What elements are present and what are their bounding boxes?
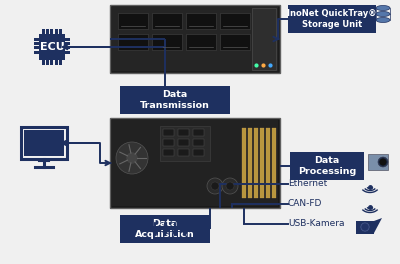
FancyBboxPatch shape (120, 86, 230, 114)
Circle shape (362, 224, 368, 230)
FancyBboxPatch shape (65, 46, 70, 49)
FancyBboxPatch shape (118, 34, 148, 50)
FancyBboxPatch shape (272, 128, 276, 198)
FancyBboxPatch shape (252, 8, 276, 70)
Polygon shape (374, 218, 382, 233)
Text: InoNet QuickTray®
Storage Unit: InoNet QuickTray® Storage Unit (287, 9, 377, 29)
FancyBboxPatch shape (34, 51, 39, 54)
FancyBboxPatch shape (160, 126, 210, 161)
FancyBboxPatch shape (260, 128, 264, 198)
Circle shape (207, 178, 223, 194)
FancyBboxPatch shape (178, 139, 189, 146)
FancyBboxPatch shape (46, 60, 49, 65)
FancyBboxPatch shape (65, 38, 70, 41)
FancyBboxPatch shape (46, 29, 49, 34)
FancyBboxPatch shape (266, 128, 270, 198)
FancyBboxPatch shape (34, 42, 39, 45)
Circle shape (360, 222, 370, 232)
FancyBboxPatch shape (288, 5, 376, 33)
Circle shape (226, 182, 234, 190)
FancyBboxPatch shape (248, 128, 252, 198)
FancyBboxPatch shape (34, 46, 39, 49)
FancyBboxPatch shape (110, 118, 280, 208)
FancyBboxPatch shape (120, 215, 210, 243)
FancyBboxPatch shape (193, 149, 204, 156)
Text: Data
Processing: Data Processing (298, 156, 356, 176)
FancyBboxPatch shape (254, 128, 258, 198)
FancyBboxPatch shape (42, 60, 45, 65)
FancyBboxPatch shape (178, 129, 189, 136)
FancyBboxPatch shape (242, 128, 246, 198)
FancyBboxPatch shape (118, 13, 148, 29)
FancyBboxPatch shape (356, 221, 374, 234)
FancyBboxPatch shape (34, 38, 39, 41)
Text: Data
Acquisition: Data Acquisition (135, 219, 195, 239)
FancyBboxPatch shape (112, 7, 278, 71)
FancyBboxPatch shape (163, 149, 174, 156)
FancyBboxPatch shape (112, 120, 278, 206)
Circle shape (378, 157, 388, 167)
Circle shape (222, 178, 238, 194)
FancyBboxPatch shape (290, 152, 364, 180)
Ellipse shape (376, 12, 390, 16)
FancyBboxPatch shape (152, 34, 182, 50)
FancyBboxPatch shape (50, 29, 54, 34)
FancyBboxPatch shape (152, 13, 182, 29)
FancyBboxPatch shape (65, 42, 70, 45)
Ellipse shape (376, 6, 390, 11)
FancyBboxPatch shape (220, 13, 250, 29)
FancyBboxPatch shape (54, 29, 58, 34)
FancyBboxPatch shape (368, 154, 388, 170)
Text: USB-Kamera: USB-Kamera (288, 219, 344, 229)
Circle shape (211, 182, 219, 190)
FancyBboxPatch shape (24, 130, 64, 156)
FancyBboxPatch shape (39, 34, 65, 60)
FancyBboxPatch shape (186, 34, 216, 50)
FancyBboxPatch shape (110, 5, 280, 73)
Circle shape (116, 142, 148, 174)
FancyBboxPatch shape (193, 139, 204, 146)
FancyBboxPatch shape (178, 149, 189, 156)
FancyBboxPatch shape (220, 34, 250, 50)
FancyBboxPatch shape (54, 60, 58, 65)
Text: Ethernet: Ethernet (288, 180, 327, 188)
FancyBboxPatch shape (163, 139, 174, 146)
FancyBboxPatch shape (163, 129, 174, 136)
FancyBboxPatch shape (42, 29, 45, 34)
Ellipse shape (376, 17, 390, 22)
Text: ECU: ECU (40, 42, 64, 52)
FancyBboxPatch shape (65, 51, 70, 54)
Circle shape (380, 159, 386, 165)
Text: CAN-FD: CAN-FD (288, 200, 322, 209)
Circle shape (127, 153, 137, 163)
FancyBboxPatch shape (193, 129, 204, 136)
Text: Data
Transmission: Data Transmission (140, 90, 210, 110)
FancyBboxPatch shape (59, 60, 62, 65)
FancyBboxPatch shape (186, 13, 216, 29)
FancyBboxPatch shape (59, 29, 62, 34)
FancyBboxPatch shape (50, 60, 54, 65)
